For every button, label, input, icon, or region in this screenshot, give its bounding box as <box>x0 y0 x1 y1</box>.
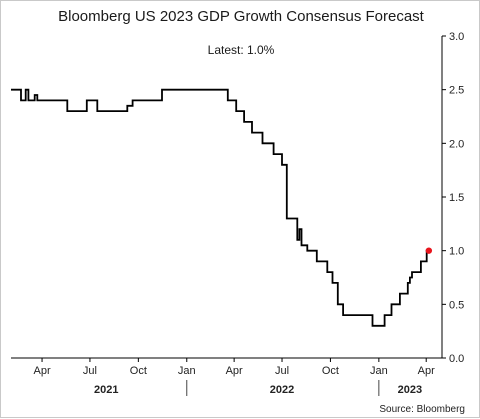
y-tick-label: 0.0 <box>449 353 464 365</box>
x-tick-label: Jan <box>370 365 388 377</box>
axes: 0.0 0.5 1.0 1.5 2.0 2.5 3.0 Apr Jul Oct Jan Apr Jul O… <box>11 31 464 396</box>
x-tick-label: Apr <box>226 365 243 377</box>
x-tick-label: Jul <box>275 365 289 377</box>
series-layer <box>11 88 433 327</box>
x-tick-label: Oct <box>322 365 339 377</box>
x-tick-label: Apr <box>33 365 50 377</box>
x-tick-label: Jul <box>83 365 97 377</box>
y-tick-label: 2.0 <box>449 138 464 150</box>
y-tick-label: 2.5 <box>449 85 464 97</box>
y-tick-label: 3.0 <box>449 31 464 43</box>
x-tick-label: Oct <box>130 365 147 377</box>
latest-point-marker <box>425 247 433 254</box>
y-tick-label: 1.0 <box>449 246 464 258</box>
year-label: 2023 <box>398 384 422 396</box>
y-tick-label: 1.5 <box>449 192 464 204</box>
y-tick-label: 0.5 <box>449 299 464 311</box>
source-note: Source: Bloomberg <box>379 404 465 415</box>
x-tick-label: Apr <box>418 365 435 377</box>
x-tick-label: Jan <box>178 365 196 377</box>
chart-subtitle: Latest: 1.0% <box>208 43 275 57</box>
year-label: 2021 <box>94 384 118 396</box>
chart-title: Bloomberg US 2023 GDP Growth Consensus F… <box>58 8 425 25</box>
year-label: 2022 <box>270 384 294 396</box>
series-line <box>11 88 429 327</box>
